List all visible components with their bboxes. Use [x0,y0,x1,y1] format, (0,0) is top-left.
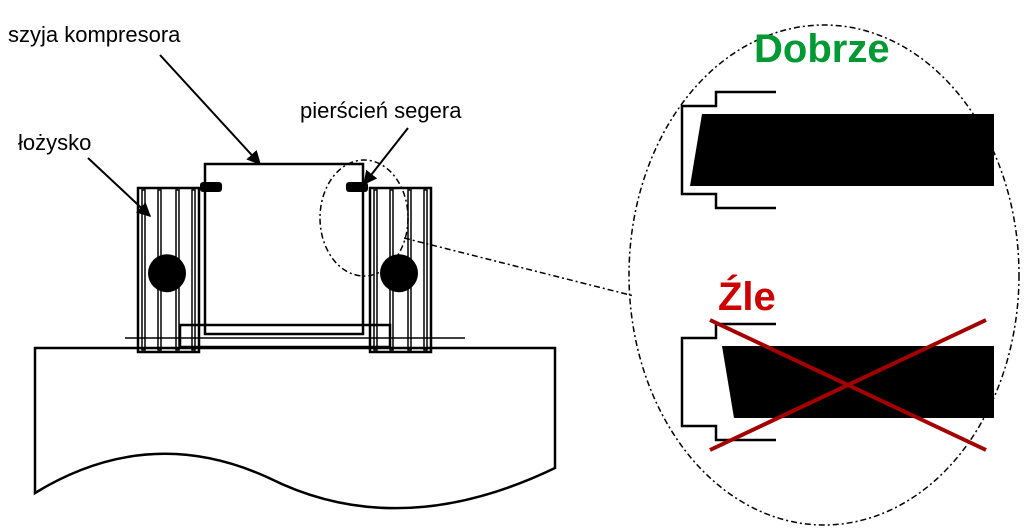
base-block [35,348,555,508]
label-compressor-neck: szyja kompresora [8,22,181,47]
label-bearing: łożysko [18,130,91,155]
label-wrong: Źle [718,274,776,319]
bearing-ball [380,254,418,292]
label-retaining-ring: pierścień segera [300,98,462,123]
bearing-ball [148,254,186,292]
detail-connector [404,238,634,296]
ring-cross-section [690,114,994,186]
label-correct: Dobrze [754,27,890,71]
label-arrow [364,128,408,184]
label-arrow [160,55,260,164]
compressor-neck [205,164,363,334]
detail-callout-large [629,25,1019,525]
retaining-ring [200,182,222,192]
